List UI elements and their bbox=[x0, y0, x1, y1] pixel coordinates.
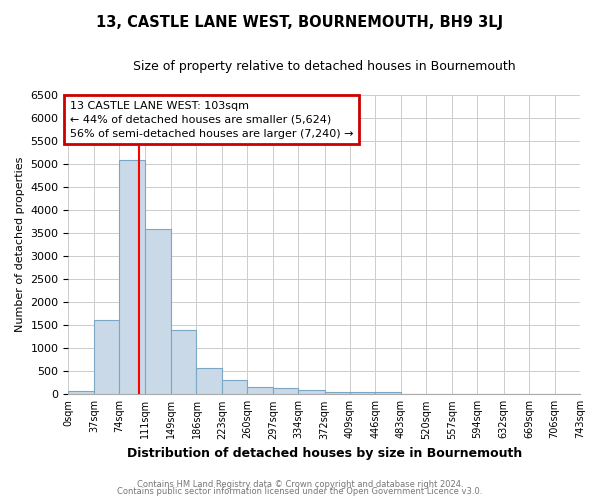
Bar bbox=[171, 330, 196, 394]
Bar bbox=[94, 320, 119, 394]
Bar bbox=[222, 380, 247, 394]
Bar bbox=[68, 391, 94, 394]
Bar bbox=[119, 160, 145, 394]
Text: Contains HM Land Registry data © Crown copyright and database right 2024.: Contains HM Land Registry data © Crown c… bbox=[137, 480, 463, 489]
Bar bbox=[350, 392, 376, 394]
X-axis label: Distribution of detached houses by size in Bournemouth: Distribution of detached houses by size … bbox=[127, 447, 522, 460]
Bar bbox=[145, 230, 171, 394]
Bar bbox=[325, 392, 350, 394]
Bar bbox=[196, 368, 222, 394]
Text: 13 CASTLE LANE WEST: 103sqm
← 44% of detached houses are smaller (5,624)
56% of : 13 CASTLE LANE WEST: 103sqm ← 44% of det… bbox=[70, 100, 353, 138]
Title: Size of property relative to detached houses in Bournemouth: Size of property relative to detached ho… bbox=[133, 60, 515, 73]
Bar bbox=[298, 390, 325, 394]
Text: Contains public sector information licensed under the Open Government Licence v3: Contains public sector information licen… bbox=[118, 488, 482, 496]
Bar bbox=[376, 392, 401, 394]
Bar bbox=[273, 388, 298, 394]
Y-axis label: Number of detached properties: Number of detached properties bbox=[15, 157, 25, 332]
Bar bbox=[247, 387, 273, 394]
Text: 13, CASTLE LANE WEST, BOURNEMOUTH, BH9 3LJ: 13, CASTLE LANE WEST, BOURNEMOUTH, BH9 3… bbox=[97, 15, 503, 30]
